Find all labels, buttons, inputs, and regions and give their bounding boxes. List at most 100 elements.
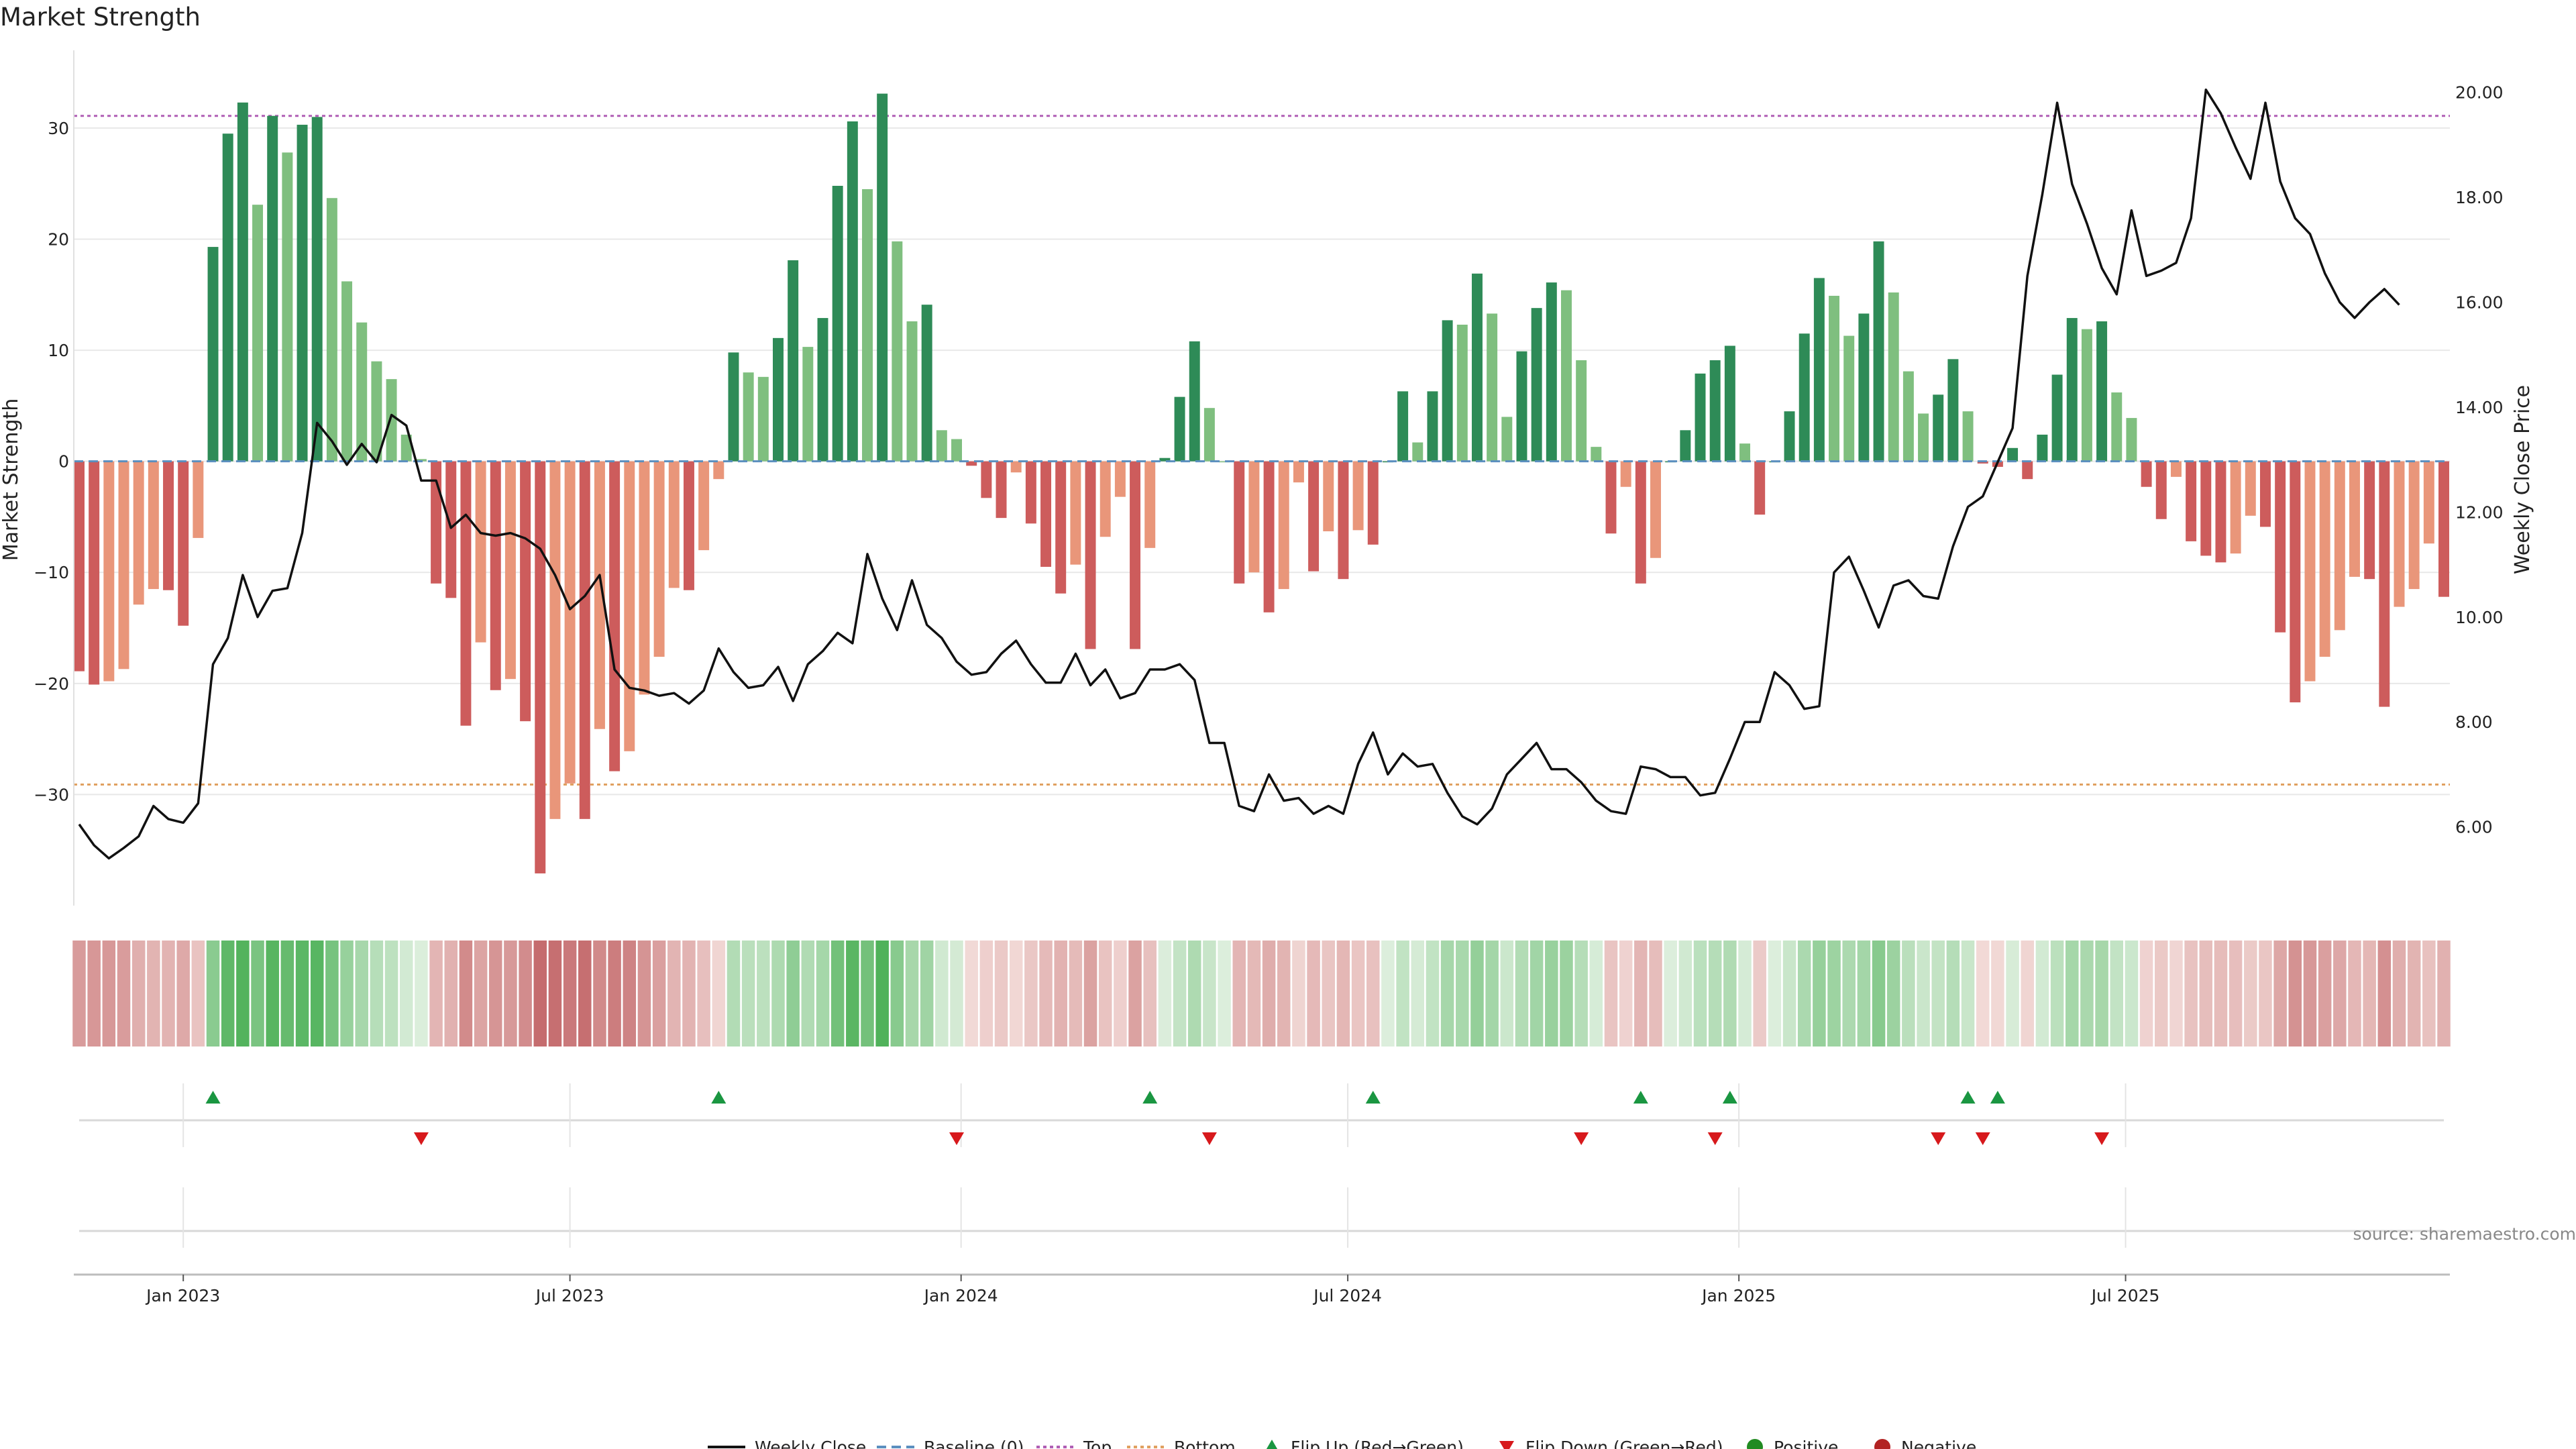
strength-bar-45 xyxy=(743,372,754,462)
heat-cell-131 xyxy=(2021,941,2034,1046)
heat-cell-45 xyxy=(741,941,755,1046)
heat-cell-5 xyxy=(147,941,160,1046)
heat-cell-73 xyxy=(1158,941,1172,1046)
strength-bar-126 xyxy=(1947,359,1959,462)
strength-bar-47 xyxy=(773,337,784,462)
strength-bar-3 xyxy=(118,461,129,669)
left-tick-label-3: 0 xyxy=(58,452,69,472)
strength-bar-136 xyxy=(2096,321,2108,462)
strength-bar-145 xyxy=(2230,461,2241,554)
heat-cell-115 xyxy=(1782,941,1796,1046)
heat-cell-121 xyxy=(1872,941,1886,1046)
heat-cell-54 xyxy=(875,941,889,1046)
heat-cell-79 xyxy=(1247,941,1261,1046)
strength-bar-158 xyxy=(2423,461,2434,544)
strength-bar-68 xyxy=(1085,461,1096,649)
heat-cell-65 xyxy=(1039,941,1053,1046)
strength-bar-139 xyxy=(2141,461,2152,487)
strength-bar-14 xyxy=(282,152,293,462)
left-tick-label-4: 10 xyxy=(48,341,69,360)
heat-cell-17 xyxy=(325,941,339,1046)
strength-bar-73 xyxy=(1159,458,1171,462)
heat-cell-53 xyxy=(861,941,874,1046)
heat-cell-139 xyxy=(2139,941,2153,1046)
heat-cell-114 xyxy=(1768,941,1782,1046)
heat-cell-61 xyxy=(979,941,994,1046)
heat-cell-84 xyxy=(1322,941,1336,1046)
strength-bar-38 xyxy=(639,461,650,695)
legend-label-7: Negative xyxy=(1901,1438,1976,1449)
strength-bar-42 xyxy=(698,461,710,551)
heat-cell-110 xyxy=(1708,941,1722,1046)
strength-bar-83 xyxy=(1308,461,1320,572)
heat-cell-48 xyxy=(786,941,800,1046)
heat-cell-86 xyxy=(1351,941,1365,1046)
strength-bar-65 xyxy=(1040,461,1052,567)
heat-cell-26 xyxy=(459,941,473,1046)
strength-bar-48 xyxy=(788,260,799,462)
heat-cell-41 xyxy=(682,941,696,1046)
heat-cell-22 xyxy=(399,941,413,1046)
source-note: source: sharemaestro.com xyxy=(2353,1224,2576,1244)
heat-cell-90 xyxy=(1411,941,1425,1046)
legend-item-7: Negative xyxy=(1874,1438,1976,1449)
heat-cell-152 xyxy=(2333,941,2347,1046)
strength-bar-46 xyxy=(757,376,769,462)
flip-down-marker-3 xyxy=(1574,1132,1589,1145)
strength-bar-124 xyxy=(1918,413,1929,462)
heat-cell-3 xyxy=(117,941,131,1046)
x-tick-label-4: Jan 2025 xyxy=(1701,1286,1776,1305)
legend-item-0: Weekly Close xyxy=(708,1438,866,1449)
heat-cell-14 xyxy=(280,941,294,1046)
heat-cell-147 xyxy=(2259,941,2272,1046)
heat-cell-25 xyxy=(444,941,458,1046)
strength-bar-99 xyxy=(1546,282,1557,462)
strength-bar-32 xyxy=(549,461,561,819)
legend-label-6: Positive xyxy=(1774,1438,1838,1449)
strength-bar-105 xyxy=(1635,461,1646,584)
heat-cell-127 xyxy=(1961,941,1975,1046)
left-tick-label-0: −30 xyxy=(34,785,69,804)
strength-bar-141 xyxy=(2170,461,2182,477)
legend-label-2: Top xyxy=(1083,1438,1112,1449)
heat-cell-44 xyxy=(727,941,741,1046)
strength-bar-70 xyxy=(1114,461,1126,497)
strength-bar-148 xyxy=(2275,461,2286,633)
strength-heat-strip xyxy=(72,941,2451,1046)
strength-bar-76 xyxy=(1203,408,1215,462)
heat-cell-122 xyxy=(1886,941,1900,1046)
heat-cell-117 xyxy=(1813,941,1826,1046)
strength-bar-51 xyxy=(832,186,843,462)
strength-bar-143 xyxy=(2200,461,2212,556)
heat-cell-13 xyxy=(266,941,279,1046)
heat-cell-101 xyxy=(1574,941,1588,1046)
heat-cell-30 xyxy=(519,941,532,1046)
flip-up-marker-5 xyxy=(1722,1091,1737,1104)
legend-item-6: Positive xyxy=(1747,1438,1838,1449)
flip-up-marker-3 xyxy=(1365,1091,1381,1104)
strength-bar-152 xyxy=(2334,461,2345,631)
heat-cell-136 xyxy=(2095,941,2108,1046)
heat-cell-39 xyxy=(652,941,666,1046)
strength-bar-64 xyxy=(1025,461,1036,524)
strength-bar-39 xyxy=(653,461,665,657)
strength-bar-31 xyxy=(535,461,546,873)
heat-cell-142 xyxy=(2184,941,2198,1046)
strength-bar-37 xyxy=(624,461,635,751)
strength-bar-21 xyxy=(386,379,397,462)
heat-cell-109 xyxy=(1693,941,1707,1046)
heat-cell-59 xyxy=(950,941,963,1046)
strength-bar-87 xyxy=(1367,461,1379,545)
heat-cell-40 xyxy=(667,941,681,1046)
heat-cell-81 xyxy=(1277,941,1291,1046)
flip-down-marker-0 xyxy=(413,1132,429,1145)
strength-bar-116 xyxy=(1799,333,1810,462)
strength-bar-119 xyxy=(1843,335,1855,462)
chart-title: Market Strength xyxy=(0,3,201,32)
strength-bar-61 xyxy=(981,461,992,498)
flip-up-marker-0 xyxy=(205,1091,221,1104)
heat-cell-47 xyxy=(771,941,785,1046)
strength-bar-26 xyxy=(460,461,472,726)
heat-cell-88 xyxy=(1381,941,1395,1046)
strength-bar-6 xyxy=(163,461,174,590)
